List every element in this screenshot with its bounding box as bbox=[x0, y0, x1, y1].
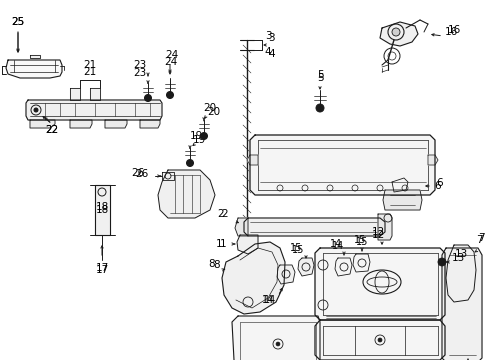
Text: 17: 17 bbox=[95, 263, 108, 273]
Polygon shape bbox=[235, 218, 247, 236]
Text: 15: 15 bbox=[353, 235, 366, 245]
Text: 7: 7 bbox=[477, 233, 484, 243]
Text: 5: 5 bbox=[316, 70, 323, 80]
Polygon shape bbox=[222, 242, 285, 314]
Circle shape bbox=[166, 91, 173, 99]
Text: 19: 19 bbox=[189, 131, 202, 141]
Text: 25: 25 bbox=[11, 17, 24, 27]
Polygon shape bbox=[26, 100, 162, 120]
Polygon shape bbox=[90, 88, 100, 100]
Polygon shape bbox=[158, 170, 215, 218]
Polygon shape bbox=[334, 258, 351, 276]
Text: 15: 15 bbox=[289, 243, 302, 253]
Text: 2: 2 bbox=[221, 209, 227, 219]
Polygon shape bbox=[6, 60, 62, 78]
Circle shape bbox=[34, 108, 38, 112]
Text: 14: 14 bbox=[331, 241, 344, 251]
Text: 15: 15 bbox=[291, 245, 304, 255]
Circle shape bbox=[144, 94, 151, 102]
Circle shape bbox=[391, 28, 399, 36]
Polygon shape bbox=[352, 254, 369, 272]
Text: 12: 12 bbox=[370, 230, 384, 240]
Text: 7: 7 bbox=[475, 235, 482, 245]
Text: 6: 6 bbox=[433, 181, 440, 191]
Text: 14: 14 bbox=[329, 239, 342, 249]
Polygon shape bbox=[445, 245, 475, 302]
Polygon shape bbox=[70, 120, 92, 128]
Circle shape bbox=[437, 258, 445, 266]
Text: 22: 22 bbox=[45, 125, 59, 135]
Text: 21: 21 bbox=[83, 60, 97, 70]
Polygon shape bbox=[314, 248, 444, 320]
Polygon shape bbox=[30, 120, 55, 128]
Text: 16: 16 bbox=[447, 25, 460, 35]
Polygon shape bbox=[379, 22, 417, 46]
Text: 6: 6 bbox=[435, 178, 442, 188]
Text: 26: 26 bbox=[131, 168, 145, 178]
Text: 25: 25 bbox=[11, 17, 24, 27]
Polygon shape bbox=[427, 155, 437, 165]
Text: 14: 14 bbox=[262, 295, 274, 305]
Text: 23: 23 bbox=[133, 60, 146, 70]
Text: 21: 21 bbox=[83, 67, 97, 77]
Text: 17: 17 bbox=[95, 265, 108, 275]
Text: 26: 26 bbox=[135, 169, 148, 179]
Text: 3: 3 bbox=[264, 31, 271, 41]
Text: 14: 14 bbox=[264, 295, 276, 305]
Polygon shape bbox=[95, 185, 110, 235]
Text: 13: 13 bbox=[451, 253, 464, 263]
Text: 22: 22 bbox=[45, 125, 59, 135]
Polygon shape bbox=[314, 320, 444, 360]
Text: 24: 24 bbox=[165, 50, 178, 60]
Circle shape bbox=[315, 104, 324, 112]
Text: 20: 20 bbox=[206, 107, 220, 117]
Circle shape bbox=[377, 338, 381, 342]
Polygon shape bbox=[246, 155, 258, 165]
Polygon shape bbox=[237, 235, 258, 254]
Polygon shape bbox=[391, 178, 407, 192]
Polygon shape bbox=[162, 172, 174, 180]
Text: 12: 12 bbox=[370, 227, 384, 237]
Text: 4: 4 bbox=[264, 47, 271, 57]
Text: 8: 8 bbox=[213, 260, 220, 270]
Text: 5: 5 bbox=[316, 73, 323, 83]
Text: 23: 23 bbox=[133, 68, 146, 78]
Text: 13: 13 bbox=[454, 249, 468, 259]
Text: 24: 24 bbox=[164, 57, 177, 67]
Polygon shape bbox=[377, 214, 391, 240]
Text: 20: 20 bbox=[203, 103, 216, 113]
Polygon shape bbox=[70, 88, 80, 100]
Circle shape bbox=[275, 342, 280, 346]
Polygon shape bbox=[276, 265, 294, 284]
Circle shape bbox=[200, 132, 207, 139]
Text: 18: 18 bbox=[95, 205, 108, 215]
Polygon shape bbox=[30, 55, 40, 58]
Polygon shape bbox=[231, 316, 319, 360]
Text: 8: 8 bbox=[208, 259, 215, 269]
Text: 19: 19 bbox=[193, 135, 206, 145]
Polygon shape bbox=[249, 135, 434, 195]
Polygon shape bbox=[244, 218, 384, 236]
Polygon shape bbox=[441, 248, 481, 360]
Text: 16: 16 bbox=[444, 27, 457, 37]
Text: 3: 3 bbox=[267, 33, 274, 43]
Polygon shape bbox=[382, 190, 421, 210]
Polygon shape bbox=[140, 120, 160, 128]
Text: 4: 4 bbox=[267, 49, 274, 59]
Text: 1: 1 bbox=[215, 239, 222, 249]
Text: 1: 1 bbox=[219, 239, 225, 249]
Polygon shape bbox=[105, 120, 127, 128]
Text: 15: 15 bbox=[355, 237, 367, 247]
Text: 18: 18 bbox=[95, 202, 108, 212]
Polygon shape bbox=[297, 258, 313, 276]
Text: 2: 2 bbox=[217, 209, 224, 219]
Circle shape bbox=[186, 159, 193, 166]
